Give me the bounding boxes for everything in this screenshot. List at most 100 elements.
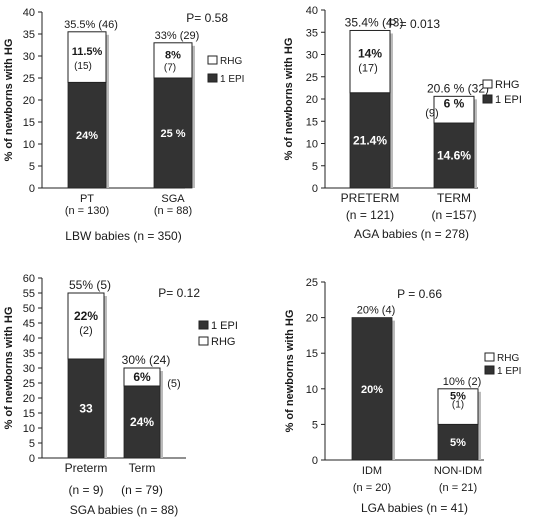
x-n-label: (n = 9)	[68, 483, 103, 497]
y-tick-label: 5	[312, 419, 318, 431]
y-tick-label: 55	[23, 288, 35, 300]
bar-rhg	[437, 388, 479, 425]
y-tick-label: 0	[29, 453, 35, 465]
legend-swatch-rhg	[484, 352, 495, 362]
bar-1epi-label: 14.6%	[437, 149, 471, 163]
x-category-label: IDM	[362, 465, 382, 477]
y-tick-label: 5	[29, 161, 35, 173]
bar-rhg	[123, 367, 161, 387]
bar-1epi-label: 25 %	[160, 128, 185, 140]
bar-total-label: 10% (2)	[443, 376, 482, 388]
legend-label: 1 EPI	[211, 320, 238, 332]
bar-rhg	[67, 292, 105, 360]
y-tick-label: 20	[23, 393, 35, 405]
bar-1epi-label: 24%	[76, 130, 98, 142]
y-axis-label: % of newborns with HG	[3, 39, 15, 162]
bar-1epi	[433, 122, 475, 189]
legend-swatch-1epi	[198, 320, 209, 330]
y-tick-label: 0	[312, 183, 318, 195]
y-tick-label: 35	[23, 348, 35, 360]
bar-rhg-label: 11.5%	[72, 46, 103, 58]
bar-total-label: 30% (24)	[122, 353, 171, 367]
x-category-label: Term	[129, 461, 156, 475]
x-category-label: PRETERM	[341, 191, 400, 205]
y-tick-label: 25	[23, 73, 35, 85]
chart-panel-2: 0 5 10 15 20 25 30 35 40 % of newborns with HG 21.…	[283, 5, 522, 241]
y-tick-label: 15	[23, 117, 35, 129]
x-n-label: (n = 121)	[346, 208, 394, 222]
y-tick-label: 10	[306, 139, 318, 151]
bar-1epi	[123, 385, 161, 459]
y-tick-label: 25	[23, 378, 35, 390]
legend-swatch-rhg	[482, 79, 493, 89]
p-value-label: P= 0.12	[158, 286, 200, 300]
x-category-label: NON-IDM	[434, 465, 482, 477]
bar-1epi	[67, 82, 107, 189]
y-tick-label: 25	[306, 277, 318, 289]
bar-total-label: 35.5% (46)	[64, 19, 118, 31]
y-tick-label: 20	[306, 94, 318, 106]
p-value-label: P= 0.58	[186, 11, 228, 25]
y-tick-label: 45	[23, 318, 35, 330]
y-tick-label: 10	[23, 139, 35, 151]
y-tick-label: 35	[23, 29, 35, 41]
bar-rhg-label: 6 %	[444, 97, 465, 111]
p-value-label: P = 0.013	[389, 17, 441, 31]
legend-swatch-1epi	[484, 365, 495, 375]
bar-rhg-label: 5%	[450, 391, 466, 403]
bar-total-label: 35.4% (43)	[345, 15, 404, 29]
bar-total-label: 33% (29)	[155, 30, 200, 42]
bar-1epi-label: 24%	[130, 415, 154, 429]
bar-rhg	[433, 95, 475, 124]
legend-swatch-1epi	[207, 73, 218, 83]
bar-rhg-label: 22%	[74, 309, 98, 323]
chart-panel-3: 0 5 10 15 20 25 30 35 40 45 50 55 60 % of newborns wi…	[3, 273, 238, 517]
y-axis-label: % of newborns with HG	[283, 38, 295, 161]
y-tick-label: 20	[23, 95, 35, 107]
x-n-label: (n = 79)	[121, 483, 163, 497]
bar-1epi	[153, 77, 193, 189]
y-tick-label: 30	[23, 51, 35, 63]
group-label: AGA babies (n = 278)	[354, 227, 469, 241]
bar-rhg-count-label: (7)	[164, 62, 176, 73]
bar-rhg-count-label: (15)	[74, 61, 92, 72]
bar-1epi-label: 5%	[450, 437, 466, 449]
x-n-label: (n = 21)	[439, 482, 477, 494]
x-n-label: (n = 20)	[353, 482, 391, 494]
x-category-label: PT	[80, 193, 94, 205]
bar-1epi-label: 20%	[361, 384, 383, 396]
x-n-label: (n =157)	[431, 208, 476, 222]
legend-label: RHG	[211, 336, 235, 348]
y-tick-label: 35	[306, 27, 318, 39]
y-axis-label: % of newborns with HG	[3, 307, 15, 430]
bar-rhg-count-label: (17)	[358, 63, 378, 75]
y-tick-label: 50	[23, 303, 35, 315]
bar-1epi-label: 21.4%	[353, 133, 387, 147]
y-axis-label: % of newborns with HG	[284, 310, 296, 433]
y-tick-label: 25	[306, 72, 318, 84]
group-label: SGA babies (n = 88)	[70, 503, 178, 517]
y-tick-label: 10	[23, 423, 35, 435]
legend-label: 1 EPI	[497, 366, 521, 377]
chart-panel-1: 0 5 10 15 20 25 30 35 40 % of newborns with HG 24%…	[3, 7, 244, 243]
y-tick-label: 15	[306, 348, 318, 360]
bar-1epi	[349, 92, 391, 189]
bar-total-label: 20.6 % (32)	[427, 81, 489, 95]
x-n-label: (n = 130)	[65, 205, 109, 217]
x-category-label: TERM	[437, 191, 471, 205]
y-tick-label: 60	[23, 273, 35, 285]
p-value-label: P = 0.66	[397, 287, 442, 301]
y-tick-label: 30	[23, 363, 35, 375]
bar-rhg-label: 6%	[133, 370, 151, 384]
bar-1epi	[351, 317, 393, 461]
x-category-label: SGA	[161, 193, 185, 205]
chart-panel-4: 0 5 10 15 20 25 % of newborns with HG 20% 20% (4…	[284, 277, 521, 515]
bar-rhg	[349, 29, 391, 94]
bar-total-label: 55% (5)	[69, 278, 111, 292]
y-tick-label: 5	[29, 438, 35, 450]
bar-1epi-label: 33	[79, 402, 93, 416]
legend-swatch-1epi	[482, 94, 493, 104]
bar-rhg-count-label: (9)	[425, 108, 438, 120]
y-tick-label: 20	[306, 313, 318, 325]
